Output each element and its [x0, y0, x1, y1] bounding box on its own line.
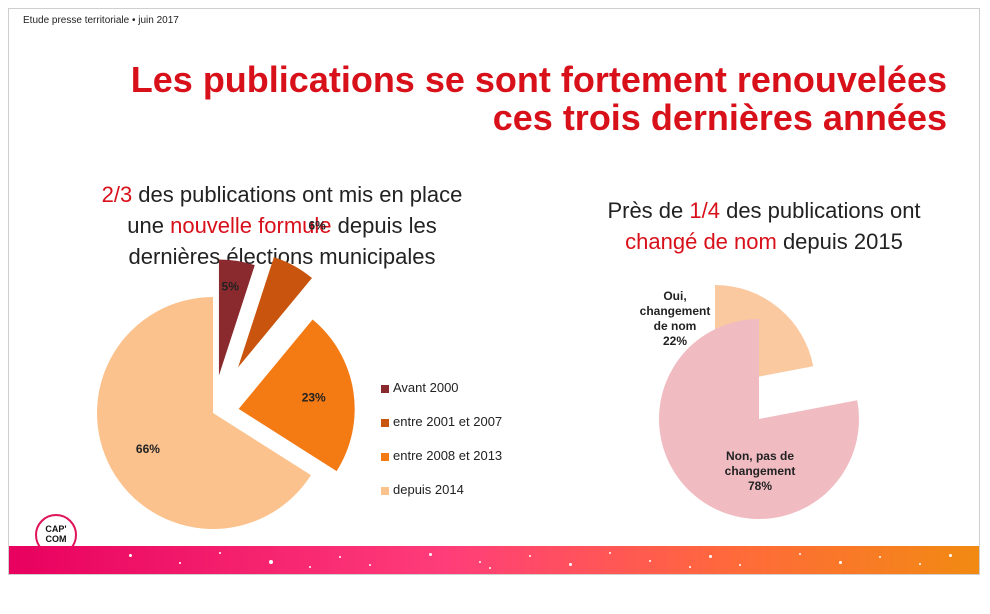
pie-label-0: 5% [222, 279, 240, 293]
title-line-1: Les publications se sont fortement renou… [130, 59, 947, 100]
legend-swatch [381, 453, 389, 461]
logo-text-1: CAP' [45, 524, 67, 534]
pie-slice-1 [238, 257, 312, 368]
footer-sparkle [529, 555, 531, 557]
pie-label-1: 6% [308, 218, 326, 232]
right-subtitle-fraction: 1/4 [689, 198, 720, 223]
title-line-2: ces trois dernières années [492, 97, 947, 138]
footer-band [9, 546, 979, 574]
footer-sparkle [269, 560, 273, 564]
chart-svg: 5% 6% 23% 66% [97, 218, 859, 529]
slice-label-line: 78% [747, 479, 773, 493]
slide: Etude presse territoriale • juin 2017 Le… [8, 8, 980, 575]
footer-sparkle [689, 566, 691, 568]
left-subtitle-text1: des publications ont mis en place [132, 182, 463, 207]
left-subtitle-highlight: nouvelle formule [170, 213, 332, 238]
right-subtitle-text1b: des publications ont [719, 198, 921, 223]
header-note: Etude presse territoriale • juin 2017 [23, 15, 179, 26]
pie-slice-3 [97, 297, 311, 529]
footer-sparkle [309, 566, 311, 568]
pie-label-2: 23% [302, 391, 326, 405]
footer-sparkle [219, 552, 221, 554]
footer-sparkle [649, 560, 651, 562]
footer-sparkle [879, 556, 881, 558]
legend-label: entre 2008 et 2013 [393, 448, 503, 463]
right-subtitle-text2: depuis 2015 [776, 229, 903, 254]
footer-sparkle [179, 562, 181, 564]
right-subtitle-highlight: changé de nom [625, 229, 777, 254]
footer-sparkle [919, 563, 921, 565]
footer-sparkle [569, 563, 572, 566]
footer-sparkle [739, 564, 741, 566]
footer-sparkle [129, 554, 132, 557]
right-subtitle: Près de 1/4 des publications ont changé … [574, 195, 954, 257]
footer-sparkle [429, 553, 432, 556]
slice-label-line: changement [639, 304, 711, 318]
pie-label-3: 66% [136, 442, 160, 456]
left-subtitle-text2a: une [127, 213, 171, 238]
footer-sparkle [949, 554, 952, 557]
footer-sparkle [479, 561, 481, 563]
legend-label: entre 2001 et 2007 [393, 414, 503, 429]
left-subtitle-fraction: 2/3 [101, 182, 133, 207]
slice-label-line: changement [724, 464, 796, 478]
logo-text-2: COM [45, 534, 67, 544]
footer-sparkle [339, 556, 341, 558]
legend-swatch [381, 419, 389, 427]
pie-slice-1 [658, 319, 859, 519]
slice-label-line: Oui, [663, 289, 687, 303]
pie-slice-0 [218, 259, 255, 376]
footer-sparkle [489, 567, 491, 569]
footer-sparkle [609, 552, 611, 554]
legend-label: Avant 2000 [393, 380, 459, 395]
footer-sparkle [369, 564, 371, 566]
slice-label-line: Non, pas de [725, 449, 794, 463]
legend-swatch [381, 385, 389, 393]
right-subtitle-text1a: Près de [607, 198, 690, 223]
legend-label: depuis 2014 [393, 482, 464, 497]
slice-label-oui: Oui, changement de nom 22% [627, 289, 723, 349]
slice-label-line: 22% [662, 334, 688, 348]
footer-sparkle [709, 555, 712, 558]
page-title: Les publications se sont fortement renou… [67, 61, 947, 137]
left-subtitle-text2b: depuis les [331, 213, 437, 238]
slice-label-non: Non, pas de changement 78% [705, 449, 815, 494]
footer-sparkle [799, 553, 801, 555]
footer-sparkle [839, 561, 842, 564]
legend-swatch [381, 487, 389, 495]
pie-slice-2 [238, 319, 355, 472]
slice-label-line: de nom [653, 319, 697, 333]
